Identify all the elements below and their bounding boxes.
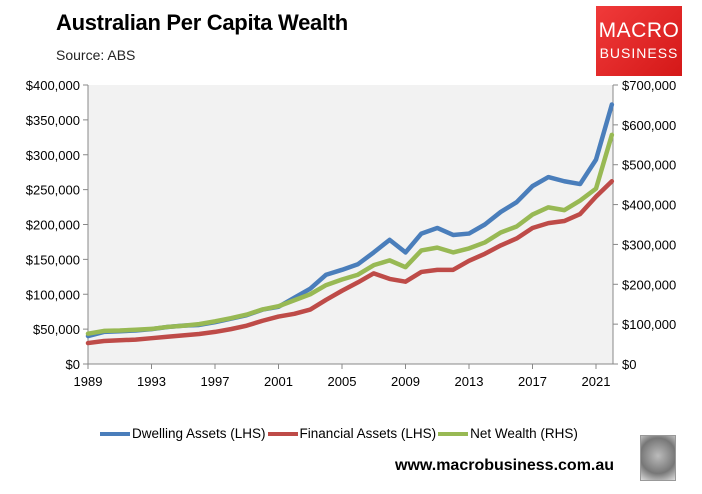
x-tick-label: 1993 (137, 374, 166, 389)
series-lines (85, 102, 615, 346)
legend-item-financial: Financial Assets (LHS) (267, 426, 437, 441)
right-tick-label: $700,000 (622, 78, 676, 93)
x-axis: 1989 1993 1997 2001 2005 2009 2013 2017 2021 (74, 363, 613, 389)
plot-area (88, 85, 613, 364)
left-tick-label: $0 (66, 357, 80, 372)
left-tick-label: $100,000 (26, 287, 80, 302)
left-y-axis: $0 $50,000 $100,000 $150,000 $200,000 $250,00… (26, 78, 89, 372)
right-tick-label: $600,000 (622, 118, 676, 133)
series-line (85, 132, 615, 336)
left-tick-label: $50,000 (33, 322, 80, 337)
x-tick-label: 2005 (328, 374, 357, 389)
x-tick-label: 2001 (264, 374, 293, 389)
left-tick-label: $300,000 (26, 148, 80, 163)
left-tick-label: $350,000 (26, 113, 80, 128)
legend-item-dwelling: Dwelling Assets (LHS) (100, 426, 266, 441)
left-tick-label: $400,000 (26, 78, 80, 93)
series-line (85, 179, 615, 346)
legend-swatch-net-wealth (438, 431, 469, 436)
x-tick-label: 1989 (74, 374, 103, 389)
right-tick-label: $500,000 (622, 158, 676, 173)
wolf-logo-icon (640, 435, 676, 481)
logo-line-1: MACRO (598, 19, 680, 42)
legend-item-net-wealth: Net Wealth (RHS) (438, 426, 578, 441)
legend-swatch-dwelling (100, 431, 130, 436)
x-tick-label: 2013 (455, 374, 484, 389)
chart-source: Source: ABS (56, 47, 136, 63)
x-tick-label: 2021 (582, 374, 611, 389)
right-tick-label: $200,000 (622, 277, 676, 292)
legend-label-net-wealth: Net Wealth (RHS) (470, 426, 578, 441)
macrobusiness-logo: MACRO BUSINESS (596, 6, 682, 76)
x-tick-label: 2017 (518, 374, 547, 389)
chart-title: Australian Per Capita Wealth (56, 10, 348, 35)
x-tick-label: 1997 (201, 374, 230, 389)
logo-line-2: BUSINESS (599, 45, 679, 61)
legend-swatch-financial (267, 431, 298, 436)
left-tick-label: $250,000 (26, 183, 80, 198)
left-tick-label: $200,000 (26, 218, 80, 233)
legend-label-dwelling: Dwelling Assets (LHS) (132, 426, 266, 441)
legend-label-financial: Financial Assets (LHS) (299, 426, 437, 441)
website-url: www.macrobusiness.com.au (395, 457, 615, 474)
x-tick-label: 2009 (391, 374, 420, 389)
right-tick-label: $0 (622, 357, 636, 372)
right-tick-label: $400,000 (622, 198, 676, 213)
line-chart: $0 $50,000 $100,000 $150,000 $200,000 $250,00… (26, 78, 676, 389)
left-tick-label: $150,000 (26, 252, 80, 267)
right-tick-label: $300,000 (622, 237, 676, 252)
chart-legend: Dwelling Assets (LHS) Financial Assets (… (100, 426, 580, 441)
right-tick-label: $100,000 (622, 317, 676, 332)
right-y-axis: $0 $100,000 $200,000 $300,000 $400,000 $500,0… (612, 78, 676, 372)
